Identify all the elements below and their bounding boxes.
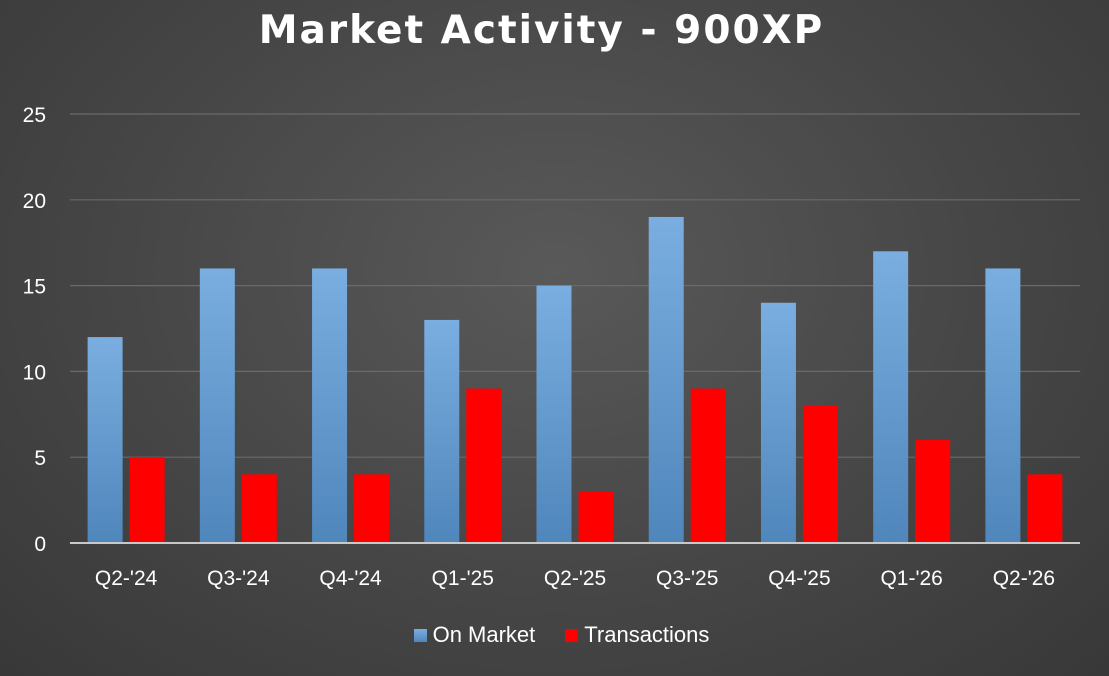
bar-on-market xyxy=(985,268,1021,543)
bar-transactions xyxy=(578,491,614,543)
y-tick-label: 20 xyxy=(23,190,46,213)
bar-on-market xyxy=(648,216,684,543)
x-tick-label: Q1-'26 xyxy=(880,567,942,590)
y-tick-label: 0 xyxy=(34,533,46,556)
x-tick-label: Q4-'24 xyxy=(319,567,382,590)
y-tick-label: 5 xyxy=(34,447,46,470)
legend-label-transactions: Transactions xyxy=(584,622,710,647)
bar-on-market xyxy=(199,268,235,543)
axes: 0 5 10 15 20 25 Q2-'24 Q3-'24 Q4-'24 Q1-'25 Q2-'25… xyxy=(23,104,1080,590)
x-tick-label: Q2-'25 xyxy=(544,567,606,590)
bar-transactions xyxy=(466,388,502,543)
chart-title: Market Activity - 900XP xyxy=(258,8,825,53)
bar-transactions xyxy=(690,388,726,543)
legend-swatch-transactions xyxy=(565,628,579,642)
legend-swatch-on-market xyxy=(413,628,427,642)
y-tick-label: 25 xyxy=(23,104,46,127)
bar-transactions xyxy=(802,405,838,543)
legend-label-on-market: On Market xyxy=(432,622,536,647)
y-tick-label: 10 xyxy=(23,361,46,384)
x-tick-label: Q3-'25 xyxy=(656,567,718,590)
bars xyxy=(87,216,1063,543)
bar-on-market xyxy=(312,268,348,543)
x-tick-label: Q4-'25 xyxy=(768,567,830,590)
bar-transactions xyxy=(241,474,277,543)
bar-transactions xyxy=(129,457,165,543)
bar-transactions xyxy=(915,440,951,543)
gridlines xyxy=(70,113,1080,458)
bar-transactions xyxy=(354,474,390,543)
x-tick-label: Q1-'25 xyxy=(432,567,494,590)
bar-on-market xyxy=(536,285,572,543)
x-tick-label: Q2-'26 xyxy=(993,567,1055,590)
x-tick-label: Q3-'24 xyxy=(207,567,270,590)
legend: On Market Transactions xyxy=(0,622,1109,648)
x-tick-label: Q2-'24 xyxy=(95,567,158,590)
bar-on-market xyxy=(873,251,909,543)
bar-on-market xyxy=(760,302,796,543)
bar-transactions xyxy=(1027,474,1063,543)
bar-on-market xyxy=(87,337,123,543)
legend-item-transactions: Transactions xyxy=(565,622,709,648)
legend-item-on-market: On Market xyxy=(413,622,536,648)
y-tick-label: 15 xyxy=(23,276,46,299)
bar-on-market xyxy=(424,319,460,543)
